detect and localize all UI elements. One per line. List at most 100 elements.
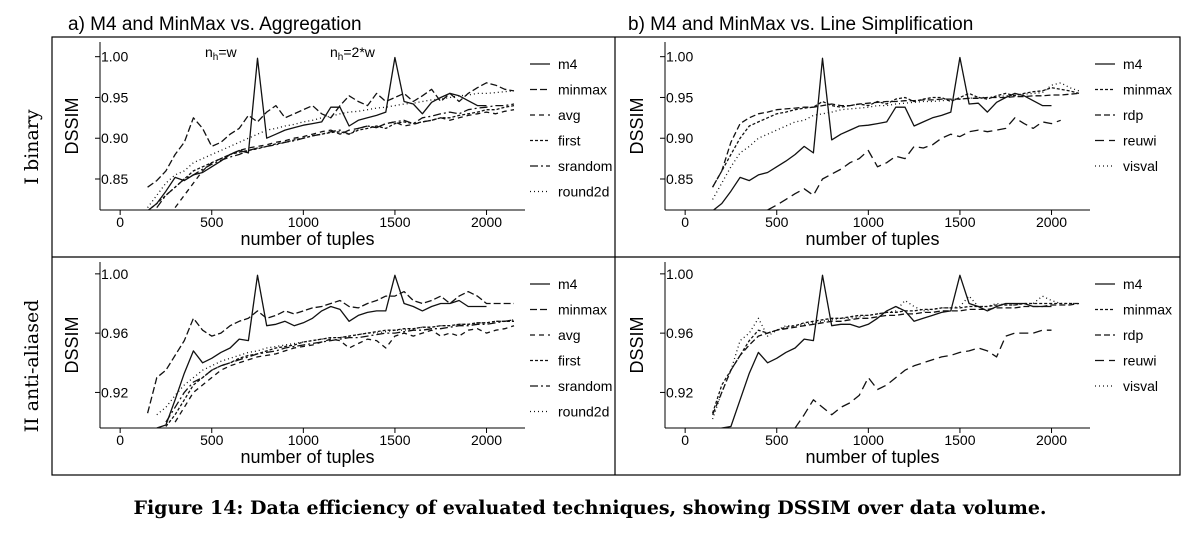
series-line-round2d	[156, 319, 515, 416]
y-tick-label: 1.00	[101, 266, 128, 282]
x-tick-label: 1500	[944, 214, 975, 230]
legend-label-visval: visval	[1123, 158, 1158, 174]
series-group	[146, 274, 515, 428]
legend-label-first: first	[558, 353, 581, 369]
legend-label-m4: m4	[558, 276, 578, 292]
legend-label-srandom: srandom	[558, 378, 612, 394]
x-tick-label: 2000	[471, 432, 502, 448]
series-group	[712, 56, 1080, 210]
legend-label-round2d: round2d	[558, 404, 609, 420]
y-tick-label: 0.96	[101, 325, 128, 341]
x-tick-label: 1000	[853, 214, 884, 230]
column-title-b: b) M4 and MinMax vs. Line Simplification	[628, 14, 973, 35]
chart-a2: 0.92 0.96 1.00 0 500 1000 1500 2000 number of tu…	[62, 262, 612, 467]
x-tick-label: 500	[765, 214, 789, 230]
y-tick-label: 0.92	[101, 384, 128, 400]
legend-label-minmax: minmax	[1123, 302, 1172, 318]
x-tick-label: 500	[200, 432, 224, 448]
x-tick-label: 500	[765, 432, 789, 448]
legend-label-minmax: minmax	[558, 302, 607, 318]
series-line-minmax	[711, 302, 1079, 414]
figure-frame	[51, 36, 1181, 476]
series-line-m4	[712, 56, 1052, 210]
y-axis-label: DSSIM	[62, 97, 82, 154]
legend-label-avg: avg	[558, 107, 581, 123]
figure-caption: Figure 14: Data efficiency of evaluated …	[133, 497, 1047, 519]
series-line-rdp	[711, 302, 1080, 415]
legend-label-rdp: rdp	[1123, 327, 1143, 343]
x-axis-label: number of tuples	[805, 447, 939, 467]
chart-a1: 0.85 0.90 0.95 1.00 0 500 1000 1500 2000 number o…	[62, 42, 612, 249]
y-tick-label: 1.00	[666, 49, 693, 65]
row-title-anti-aliased: II anti-aliased	[21, 300, 43, 433]
x-tick-label: 2000	[1036, 432, 1067, 448]
x-tick-label: 2000	[1036, 214, 1067, 230]
legend-label-m4: m4	[1123, 276, 1143, 292]
series-line-m4	[152, 274, 487, 428]
series-line-srandom	[156, 103, 515, 208]
x-tick-label: 1500	[944, 432, 975, 448]
legend-label-rdp: rdp	[1123, 107, 1143, 123]
legend-label-first: first	[558, 133, 581, 149]
charts-group: 0.85 0.90 0.95 1.00 0 500 1000 1500 2000 number o…	[62, 42, 1172, 467]
legend-label-minmax: minmax	[1123, 82, 1172, 98]
y-axis-label: DSSIM	[627, 97, 647, 154]
annotation-nh-w: nh=w	[205, 44, 238, 63]
series-group	[147, 56, 515, 210]
y-tick-label: 0.95	[666, 89, 693, 105]
legend-label-m4: m4	[1123, 56, 1143, 72]
series-line-first	[165, 320, 514, 427]
legend-label-reuwi: reuwi	[1123, 133, 1156, 149]
y-tick-label: 0.85	[666, 171, 693, 187]
x-tick-label: 0	[116, 214, 124, 230]
x-tick-label: 500	[200, 214, 224, 230]
y-tick-label: 0.95	[101, 89, 128, 105]
x-tick-label: 1000	[288, 432, 319, 448]
x-tick-label: 0	[116, 432, 124, 448]
series-line-srandom	[165, 319, 515, 423]
legend-label-round2d: round2d	[558, 184, 609, 200]
legend-label-reuwi: reuwi	[1123, 353, 1156, 369]
series-line-visval	[712, 82, 1080, 200]
x-tick-label: 0	[681, 432, 689, 448]
x-axis-label: number of tuples	[240, 447, 374, 467]
series-group	[711, 274, 1080, 428]
series-line-rdp	[712, 92, 1080, 188]
chart-b2: 0.92 0.96 1.00 0 500 1000 1500 2000 number of tu…	[627, 262, 1172, 467]
series-line-m4	[717, 274, 1052, 428]
x-axis-label: number of tuples	[240, 229, 374, 249]
x-tick-label: 1500	[379, 432, 410, 448]
annotation-nh-2w: nh=2*w	[330, 44, 376, 63]
x-tick-label: 1000	[853, 432, 884, 448]
series-line-avg	[174, 325, 515, 423]
x-tick-label: 2000	[471, 214, 502, 230]
series-line-first	[147, 104, 515, 210]
series-line-reuwi	[794, 329, 1052, 428]
column-title-a: a) M4 and MinMax vs. Aggregation	[68, 14, 362, 35]
series-line-reuwi	[767, 117, 1061, 210]
legend-label-srandom: srandom	[558, 158, 612, 174]
legend-label-visval: visval	[1123, 378, 1158, 394]
y-axis-label: DSSIM	[62, 316, 82, 373]
y-tick-label: 0.96	[666, 325, 693, 341]
series-line-minmax	[147, 82, 515, 188]
legend-label-m4: m4	[558, 56, 578, 72]
y-tick-label: 0.92	[666, 384, 693, 400]
chart-b1: 0.85 0.90 0.95 1.00 0 500 1000 1500 2000 number o…	[627, 42, 1172, 249]
y-tick-label: 0.85	[101, 171, 128, 187]
y-tick-label: 0.90	[101, 130, 128, 146]
legend-label-minmax: minmax	[558, 82, 607, 98]
series-line-visval	[711, 295, 1079, 420]
y-tick-label: 1.00	[666, 266, 693, 282]
y-tick-label: 1.00	[101, 49, 128, 65]
x-axis-label: number of tuples	[805, 229, 939, 249]
series-line-m4	[147, 56, 487, 210]
row-title-binary: I binary	[21, 109, 43, 184]
x-tick-label: 1000	[288, 214, 319, 230]
series-line-minmax	[712, 87, 1080, 188]
x-tick-label: 0	[681, 214, 689, 230]
series-line-minmax	[146, 290, 514, 414]
y-tick-label: 0.90	[666, 130, 693, 146]
legend-label-avg: avg	[558, 327, 581, 343]
